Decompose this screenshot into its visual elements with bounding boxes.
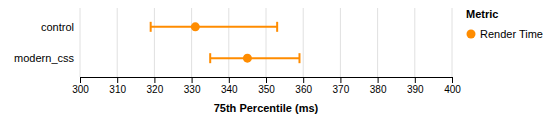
x-tick: 360 bbox=[295, 77, 312, 95]
x-tick-mark bbox=[117, 77, 118, 83]
y-axis: control modern_css bbox=[14, 21, 74, 64]
x-tick: 300 bbox=[72, 77, 89, 95]
x-tick-mark bbox=[452, 77, 453, 83]
ci-cap-low bbox=[209, 53, 211, 63]
center-dot bbox=[243, 54, 252, 63]
x-tick: 340 bbox=[221, 77, 238, 95]
x-tick-label: 300 bbox=[72, 84, 89, 95]
grid-line bbox=[452, 8, 453, 77]
chart: 300 310 320 330 340 350 360 370 380 390 400 control… bbox=[0, 0, 560, 117]
grid-line bbox=[414, 8, 415, 77]
x-tick-label: 350 bbox=[258, 84, 275, 95]
x-tick: 400 bbox=[444, 77, 461, 95]
x-tick-mark bbox=[303, 77, 304, 83]
x-tick-label: 320 bbox=[147, 84, 164, 95]
x-tick-mark bbox=[192, 77, 193, 83]
x-tick: 370 bbox=[333, 77, 350, 95]
x-tick: 320 bbox=[147, 77, 164, 95]
ci-line bbox=[151, 26, 277, 28]
x-axis: 300 310 320 330 340 350 360 370 380 390 400 bbox=[72, 77, 461, 95]
x-tick-mark bbox=[154, 77, 155, 83]
x-tick-label: 310 bbox=[109, 84, 126, 95]
x-tick: 330 bbox=[184, 77, 201, 95]
marks bbox=[151, 22, 300, 63]
y-tick: control bbox=[41, 21, 74, 33]
center-dot bbox=[191, 22, 200, 31]
x-tick: 310 bbox=[109, 77, 126, 95]
x-tick-label: 360 bbox=[295, 84, 312, 95]
plot: 300 310 320 330 340 350 360 370 380 390 400 control… bbox=[14, 8, 461, 95]
ci-cap-high bbox=[276, 22, 278, 32]
x-tick: 350 bbox=[258, 77, 275, 95]
legend-marker bbox=[467, 30, 476, 39]
x-tick-mark bbox=[378, 77, 379, 83]
ci-cap-high bbox=[298, 53, 300, 63]
x-axis-title: 75th Percentile (ms) bbox=[214, 102, 319, 114]
x-tick-label: 390 bbox=[407, 84, 424, 95]
x-tick: 390 bbox=[407, 77, 424, 95]
grid-line bbox=[80, 8, 81, 77]
grid-line bbox=[154, 8, 155, 77]
series bbox=[151, 22, 300, 63]
x-tick: 380 bbox=[370, 77, 387, 95]
ci-line bbox=[210, 57, 299, 59]
grid-line bbox=[228, 8, 229, 77]
x-tick-label: 400 bbox=[444, 84, 461, 95]
ci-cap-low bbox=[150, 22, 152, 32]
x-tick-mark bbox=[80, 77, 81, 83]
x-tick-mark bbox=[266, 77, 267, 83]
x-tick-label: 370 bbox=[333, 84, 350, 95]
legend-title: Metric bbox=[466, 8, 498, 20]
y-tick-label: modern_css bbox=[14, 52, 74, 64]
x-tick-label: 330 bbox=[184, 84, 201, 95]
x-tick-mark bbox=[340, 77, 341, 83]
grid bbox=[80, 8, 452, 77]
y-tick: modern_css bbox=[14, 52, 74, 64]
x-tick-label: 340 bbox=[221, 84, 238, 95]
x-tick-mark bbox=[415, 77, 416, 83]
grid-line bbox=[266, 8, 267, 77]
grid-line bbox=[191, 8, 192, 77]
grid-line bbox=[340, 8, 341, 77]
grid-line bbox=[117, 8, 118, 77]
legend-label: Render Time bbox=[480, 28, 543, 40]
x-tick-mark bbox=[229, 77, 230, 83]
grid-line bbox=[303, 8, 304, 77]
y-tick-label: control bbox=[41, 21, 74, 33]
x-axis-line bbox=[81, 78, 453, 84]
grid-line bbox=[377, 8, 378, 77]
x-tick-label: 380 bbox=[370, 84, 387, 95]
legend: Metric Render Time bbox=[466, 8, 543, 40]
